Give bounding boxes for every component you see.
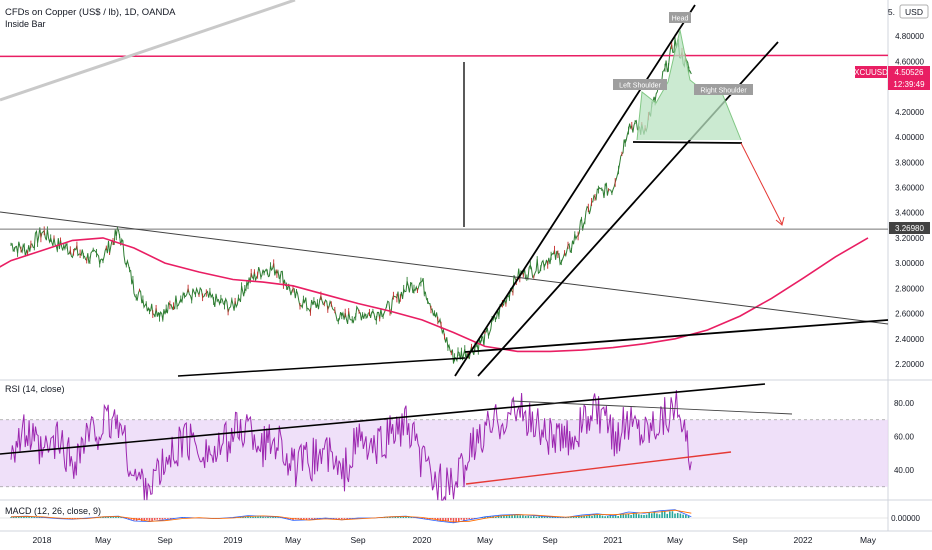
right-shoulder-label-box: Right Shoulder (694, 84, 753, 95)
rsi-rising-support (465, 451, 732, 485)
long-trend-line-gray (0, 0, 296, 102)
currency-badge[interactable]: USD (899, 4, 929, 19)
price-axis-tick-label: 3.60000 (895, 184, 924, 193)
price-tag-symbol: XCUUSD (854, 68, 888, 77)
price-axis-tick-label: 4.60000 (895, 57, 924, 66)
time-axis-tick-label: 2022 (794, 535, 813, 545)
time-axis-tick-label: 2018 (33, 535, 52, 545)
rsi-title-group: RSI (14, close) (5, 384, 65, 394)
rsi-band (0, 419, 888, 487)
time-axis-tick-label: May (860, 535, 877, 545)
price-tag-countdown: 12:39:49 (893, 80, 925, 89)
price-axis-tick-label: 2.80000 (895, 284, 924, 293)
channel-lower-line (477, 41, 779, 377)
moving-average-line (0, 237, 869, 353)
time-axis-tick-label: May (477, 535, 494, 545)
price-axis-tick-label: 4.20000 (895, 108, 924, 117)
macd-signal-line (10, 509, 692, 523)
price-tag: XCUUSD 4.50526 12:39:49 (854, 66, 930, 90)
price-axis-tick-label: 3.40000 (895, 209, 924, 218)
price-axis-tick-label: 3.20000 (895, 234, 924, 243)
time-axis-tick-label: Sep (732, 535, 747, 545)
time-axis-tick-label: May (285, 535, 302, 545)
rsi-descending-line (511, 400, 793, 415)
macd-title-group: MACD (12, 26, close, 9) (5, 506, 101, 516)
left-shoulder-label-box: Left Shoulder (613, 79, 667, 90)
macd-title: MACD (12, 26, close, 9) (5, 506, 101, 516)
time-axis-tick-label: 2021 (604, 535, 623, 545)
channel-upper-line (454, 4, 696, 377)
currency-label: USD (905, 7, 923, 17)
projection-line (740, 142, 783, 225)
right-shoulder-label: Right Shoulder (700, 88, 747, 95)
time-axis-tick-label: May (95, 535, 112, 545)
price-axis-tick-label: 2.40000 (895, 335, 924, 344)
resistance-line (0, 54, 889, 58)
price-axis-tick-label: 3.00000 (895, 259, 924, 268)
scale-top-label: 5. (888, 7, 895, 17)
level-tag-value: 3.26980 (895, 224, 924, 233)
descending-trend-line (0, 211, 889, 325)
bottom-support-line (177, 357, 466, 377)
time-axis-tick-label: 2019 (224, 535, 243, 545)
price-axis-tick-label: 3.80000 (895, 158, 924, 167)
price-tag-value: 4.50526 (895, 68, 924, 77)
rsi-axis-tick-label: 80.00 (894, 399, 915, 408)
neckline (632, 141, 743, 144)
left-shoulder-label: Left Shoulder (619, 83, 661, 90)
time-axis-tick-label: Sep (350, 535, 365, 545)
time-axis-tick-label: 2020 (413, 535, 432, 545)
head-label-box: Head (669, 12, 691, 23)
head-shoulders-area (637, 30, 741, 140)
chart-title: CFDs on Copper (US$ / lb), 1D, OANDA (5, 7, 176, 18)
rsi-axis-tick-label: 40.00 (894, 466, 915, 475)
macd-axis-tick-label: 0.00000 (891, 514, 920, 523)
rsi-title: RSI (14, close) (5, 384, 65, 394)
rising-support-line (464, 319, 889, 353)
price-axis-tick-label: 2.60000 (895, 310, 924, 319)
projection-arrowhead (775, 216, 785, 226)
price-axis-tick-label: 2.20000 (895, 360, 924, 369)
level-tag: 3.26980 (889, 222, 930, 234)
time-axis-tick-label: May (667, 535, 684, 545)
time-axis-tick-label: Sep (157, 535, 172, 545)
rsi-axis-tick-label: 60.00 (894, 433, 915, 442)
rsi-upper-trend-line (0, 383, 766, 455)
indicator-label: Inside Bar (5, 19, 46, 29)
time-axis-tick-label: Sep (542, 535, 557, 545)
price-axis-tick-label: 4.00000 (895, 133, 924, 142)
price-axis-tick-label: 4.80000 (895, 32, 924, 41)
head-label: Head (672, 16, 689, 23)
rsi-line (10, 390, 692, 501)
